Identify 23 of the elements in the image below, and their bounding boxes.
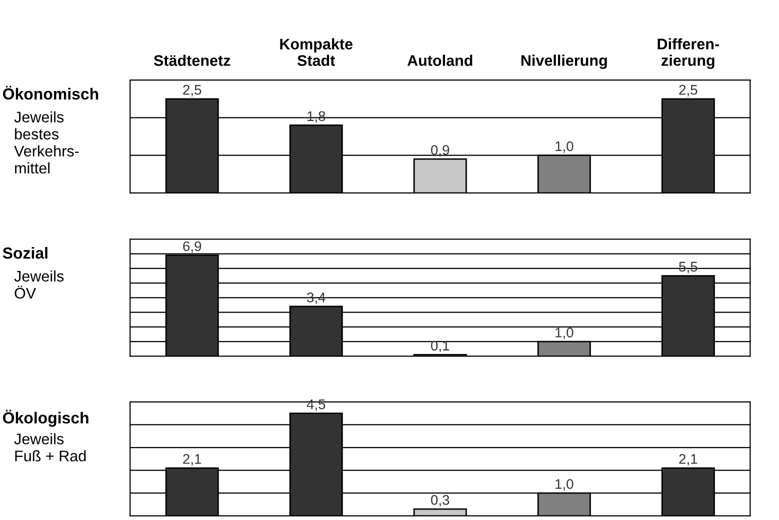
data-label: 1,0 xyxy=(556,141,574,153)
text: Jeweils Fuß + Rad xyxy=(14,433,86,462)
data-label: 2,5 xyxy=(679,84,698,96)
x-tick-label: Nivellierung xyxy=(521,54,607,69)
chart-title: Sozial xyxy=(2,247,48,259)
data-label: 0,3 xyxy=(431,495,450,507)
data-label: 6,9 xyxy=(183,241,202,253)
x-tick-label: Kompakte Stadt xyxy=(280,38,353,66)
data-label: 4,5 xyxy=(306,400,326,411)
x-tick-label: Städtenetz xyxy=(154,54,230,66)
chart-title: Ökonomisch xyxy=(2,86,98,100)
data-label: 0,1 xyxy=(431,340,450,352)
data-label: 2,1 xyxy=(679,454,698,466)
x-tick-label: Autoland xyxy=(407,54,472,66)
data-label: 2,1 xyxy=(183,454,202,466)
x-tick-label: Differen- zierung xyxy=(658,38,719,69)
data-label: 2,5 xyxy=(183,84,202,96)
data-label: 1,0 xyxy=(556,479,574,491)
data-label: 0,9 xyxy=(431,145,450,157)
data-label: 1,0 xyxy=(556,328,574,340)
text: Jeweils ÖV xyxy=(14,270,64,299)
text: Jeweils bestes Verkehrs- mittel xyxy=(14,111,79,174)
text: Ökologisch xyxy=(2,410,88,427)
